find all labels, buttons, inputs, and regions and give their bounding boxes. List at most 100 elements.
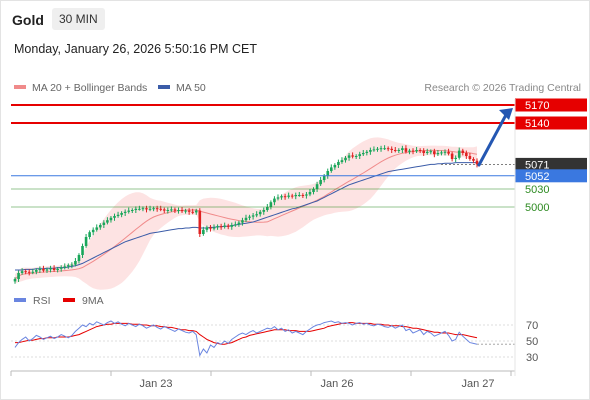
candle-body — [329, 167, 333, 171]
candle-body — [280, 196, 283, 198]
candle-body — [24, 271, 27, 273]
legend-label-0: MA 20 + Bollinger Bands — [32, 82, 147, 94]
candle-body — [379, 148, 383, 150]
candle-body — [436, 153, 440, 155]
candle-body — [212, 227, 216, 229]
candle-body — [194, 210, 198, 213]
candle-body — [429, 151, 433, 153]
source-credit: Research © 2026 Trading Central — [424, 82, 581, 94]
level-label-5030: 5030 — [525, 184, 549, 196]
candle-body — [77, 255, 81, 261]
candle-body — [42, 268, 45, 271]
candle-body — [95, 227, 99, 230]
candle-body — [155, 208, 159, 210]
legend-label-1: MA 50 — [176, 82, 206, 94]
candle-body — [283, 196, 287, 198]
level-tag-5071 — [515, 157, 587, 171]
candle-body — [251, 215, 255, 217]
level-label-5170: 5170 — [525, 100, 549, 112]
candle-body — [308, 192, 312, 195]
candle-body — [433, 151, 436, 155]
candle-body — [63, 266, 67, 268]
candle-body — [216, 226, 219, 228]
candle-body — [340, 160, 344, 162]
candle-body — [276, 197, 280, 199]
candle-body — [166, 210, 170, 211]
candle-body — [468, 156, 472, 159]
candle-body — [27, 271, 31, 273]
candle-body — [226, 225, 230, 227]
candle-body — [298, 195, 301, 196]
candle-body — [369, 150, 372, 152]
candle-body — [17, 273, 20, 279]
candle-body — [177, 210, 180, 211]
candle-body — [127, 210, 131, 212]
candle-body — [120, 213, 123, 215]
candle-body — [457, 150, 461, 158]
candle-body — [411, 150, 415, 152]
candle-body — [109, 217, 113, 221]
rsi-legend-label-1: 9MA — [82, 295, 104, 307]
candle-body — [134, 208, 138, 210]
candle-body — [266, 207, 269, 210]
candle-body — [258, 211, 262, 215]
candle-body — [294, 195, 298, 197]
rsi-tick-30: 30 — [526, 352, 538, 364]
timeframe-button[interactable]: 30 MIN — [52, 8, 105, 30]
rsi-tick-50: 50 — [526, 336, 538, 348]
level-tag-5140 — [515, 116, 587, 130]
candle-body — [84, 237, 88, 246]
candle-body — [74, 261, 77, 265]
candle-body — [187, 210, 191, 212]
candle-body — [106, 220, 109, 223]
candle-body — [390, 148, 394, 150]
candle-body — [145, 208, 148, 210]
rsi-line — [14, 320, 478, 357]
candle-body — [447, 151, 450, 154]
candle-body — [301, 195, 305, 196]
candle-body — [305, 194, 308, 196]
candle-body — [401, 148, 404, 150]
candle-body — [56, 268, 59, 270]
candle-body — [152, 208, 155, 210]
candle-body — [241, 220, 244, 223]
candle-body — [255, 214, 258, 216]
candle-body — [287, 195, 290, 197]
candle-body — [98, 225, 102, 228]
candle-body — [91, 229, 95, 233]
candle-body — [422, 150, 425, 153]
candle-body — [418, 150, 422, 151]
candle-body — [159, 208, 163, 210]
candle-body — [269, 202, 273, 207]
candle-body — [376, 148, 379, 150]
rsi-tick-70: 70 — [526, 320, 538, 332]
candle-body — [354, 156, 358, 157]
level-label-5071: 5071 — [525, 159, 549, 171]
candle-body — [59, 267, 63, 269]
candle-body — [13, 279, 17, 282]
x-tick-label-1: Jan 26 — [320, 378, 353, 390]
level-label-5140: 5140 — [525, 118, 549, 130]
candle-body — [365, 151, 369, 153]
candle-body — [372, 149, 376, 151]
candle-body — [408, 150, 411, 152]
level-label-5000: 5000 — [525, 202, 549, 214]
candle-body — [45, 269, 49, 271]
forecast-arrow-head — [499, 108, 513, 120]
candle-body — [141, 208, 145, 210]
candle-body — [404, 148, 408, 152]
candle-body — [180, 210, 184, 212]
candle-body — [351, 155, 354, 157]
candle-body — [223, 225, 226, 227]
candle-body — [290, 195, 294, 197]
candle-body — [450, 153, 454, 159]
rsi-legend-label-0: RSI — [33, 295, 51, 307]
candle-body — [361, 153, 365, 155]
candle-body — [326, 171, 330, 176]
candle-body — [454, 157, 457, 159]
candle-body — [244, 217, 248, 221]
forecast-arrow — [477, 111, 509, 167]
candle-body — [113, 216, 116, 218]
timestamp: Monday, January 26, 2026 5:50:16 PM CET — [14, 42, 257, 56]
